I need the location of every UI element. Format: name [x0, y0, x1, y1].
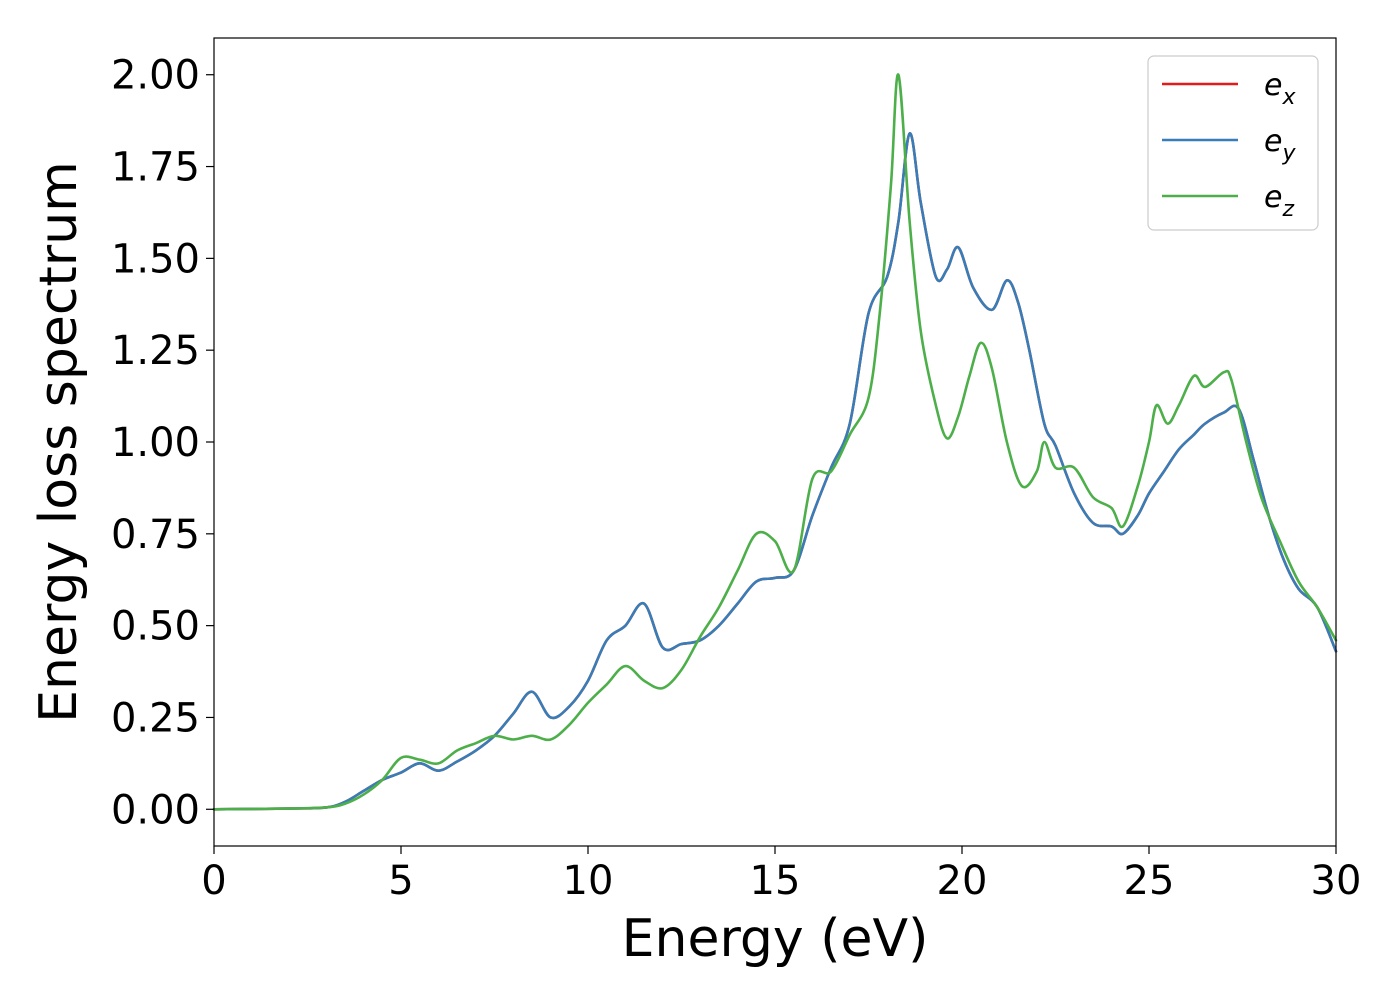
x-tick-label: 0: [201, 858, 226, 904]
x-tick-label: 25: [1124, 858, 1175, 904]
legend: ex ey ez: [1147, 55, 1319, 231]
x-axis: 0 5 10 15 20 25 30: [201, 846, 1361, 904]
x-axis-title: Energy (eV): [622, 909, 929, 969]
x-tick-label: 20: [937, 858, 988, 904]
y-tick-label: 2.00: [111, 53, 200, 99]
y-tick-label: 1.25: [111, 328, 200, 374]
legend-box: [1147, 55, 1319, 231]
y-tick-label: 0.75: [111, 512, 200, 558]
y-tick-label: 1.00: [111, 420, 200, 466]
x-tick-label: 10: [563, 858, 614, 904]
series-line-y: [212, 132, 1338, 811]
y-tick-label: 1.75: [111, 145, 200, 191]
y-axis-title: Energy loss spectrum: [29, 161, 89, 723]
series-layer: [212, 73, 1338, 811]
legend-label-z: ez: [1264, 180, 1294, 222]
series-line-z: [212, 73, 1338, 811]
legend-label-y: ey: [1264, 124, 1296, 166]
x-tick-label: 30: [1311, 858, 1362, 904]
legend-label-x: ex: [1264, 68, 1296, 110]
y-tick-label: 0.25: [111, 695, 200, 741]
y-tick-label: 0.00: [111, 787, 200, 833]
x-tick-label: 5: [388, 858, 413, 904]
y-tick-label: 1.50: [111, 236, 200, 282]
y-axis: 0.00 0.25 0.50 0.75 1.00 1.25 1.50 1.75 2.00: [111, 53, 214, 833]
y-tick-label: 0.50: [111, 604, 200, 650]
x-tick-label: 15: [750, 858, 801, 904]
